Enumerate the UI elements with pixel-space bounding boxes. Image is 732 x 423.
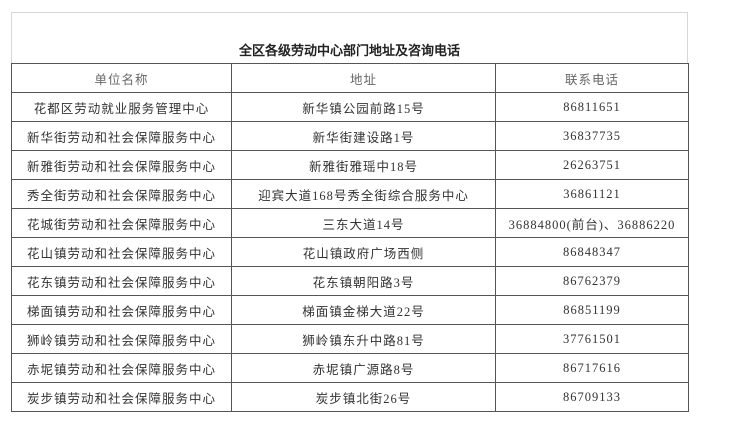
table-cell: 86709133 — [495, 382, 689, 412]
column-header: 单位名称 — [11, 63, 232, 93]
table-cell: 狮岭镇东升中路81号 — [231, 324, 496, 354]
table-cell: 37761501 — [495, 324, 689, 354]
table-cell: 新华镇公园前路15号 — [231, 92, 496, 122]
table-row: 炭步镇劳动和社会保障服务中心 炭步镇北街26号 86709133 — [11, 382, 689, 412]
table-cell: 36837735 — [495, 121, 689, 151]
table-row: 花山镇劳动和社会保障服务中心 花山镇政府广场西侧 86848347 — [11, 237, 689, 267]
table-title: 全区各级劳动中心部门地址及咨询电话 — [11, 12, 688, 63]
table-cell: 36884800(前台)、36886220 — [495, 208, 689, 238]
table-cell: 86811651 — [495, 92, 689, 122]
table-cell: 花东镇朝阳路3号 — [231, 266, 496, 296]
table-cell: 秀全街劳动和社会保障服务中心 — [11, 179, 232, 209]
table-cell: 新雅街劳动和社会保障服务中心 — [11, 150, 232, 180]
table-row: 新华街劳动和社会保障服务中心 新华街建设路1号 36837735 — [11, 121, 689, 151]
table-cell: 花都区劳动就业服务管理中心 — [11, 92, 232, 122]
table-cell: 花东镇劳动和社会保障服务中心 — [11, 266, 232, 296]
table-cell: 三东大道14号 — [231, 208, 496, 238]
table-cell: 86851199 — [495, 295, 689, 325]
table-cell: 迎宾大道168号秀全街综合服务中心 — [231, 179, 496, 209]
table-row: 花东镇劳动和社会保障服务中心 花东镇朝阳路3号 86762379 — [11, 266, 689, 296]
table-cell: 花城街劳动和社会保障服务中心 — [11, 208, 232, 238]
table-cell: 花山镇劳动和社会保障服务中心 — [11, 237, 232, 267]
table-cell: 36861121 — [495, 179, 689, 209]
table-row: 梯面镇劳动和社会保障服务中心 梯面镇金梯大道22号 86851199 — [11, 295, 689, 325]
table: 单位名称 地址 联系电话 花都区劳动就业服务管理中心 新华镇公园前路15号 868116… — [11, 63, 689, 412]
table-cell: 赤坭镇劳动和社会保障服务中心 — [11, 353, 232, 383]
table-cell: 狮岭镇劳动和社会保障服务中心 — [11, 324, 232, 354]
table-cell: 26263751 — [495, 150, 689, 180]
table-row: 花都区劳动就业服务管理中心 新华镇公园前路15号 86811651 — [11, 92, 689, 122]
table-row: 秀全街劳动和社会保障服务中心 迎宾大道168号秀全街综合服务中心 36861121 — [11, 179, 689, 209]
table-row: 新雅街劳动和社会保障服务中心 新雅街雅瑶中18号 26263751 — [11, 150, 689, 180]
table-cell: 86848347 — [495, 237, 689, 267]
header-row: 单位名称 地址 联系电话 — [11, 63, 689, 93]
table-cell: 梯面镇金梯大道22号 — [231, 295, 496, 325]
table-row: 狮岭镇劳动和社会保障服务中心 狮岭镇东升中路81号 37761501 — [11, 324, 689, 354]
table-cell: 新雅街雅瑶中18号 — [231, 150, 496, 180]
table-cell: 炭步镇北街26号 — [231, 382, 496, 412]
table-row: 赤坭镇劳动和社会保障服务中心 赤坭镇广源路8号 86717616 — [11, 353, 689, 383]
document: 全区各级劳动中心部门地址及咨询电话 单位名称 地址 联系电话 花都区劳动就业服务管理… — [11, 12, 689, 412]
column-header: 联系电话 — [495, 63, 689, 93]
table-cell: 86762379 — [495, 266, 689, 296]
table-cell: 梯面镇劳动和社会保障服务中心 — [11, 295, 232, 325]
table-cell: 炭步镇劳动和社会保障服务中心 — [11, 382, 232, 412]
table-cell: 新华街建设路1号 — [231, 121, 496, 151]
table-cell: 86717616 — [495, 353, 689, 383]
table-row: 花城街劳动和社会保障服务中心 三东大道14号 36884800(前台)、368862… — [11, 208, 689, 238]
table-cell: 花山镇政府广场西侧 — [231, 237, 496, 267]
column-header: 地址 — [231, 63, 496, 93]
table-cell: 新华街劳动和社会保障服务中心 — [11, 121, 232, 151]
table-cell: 赤坭镇广源路8号 — [231, 353, 496, 383]
